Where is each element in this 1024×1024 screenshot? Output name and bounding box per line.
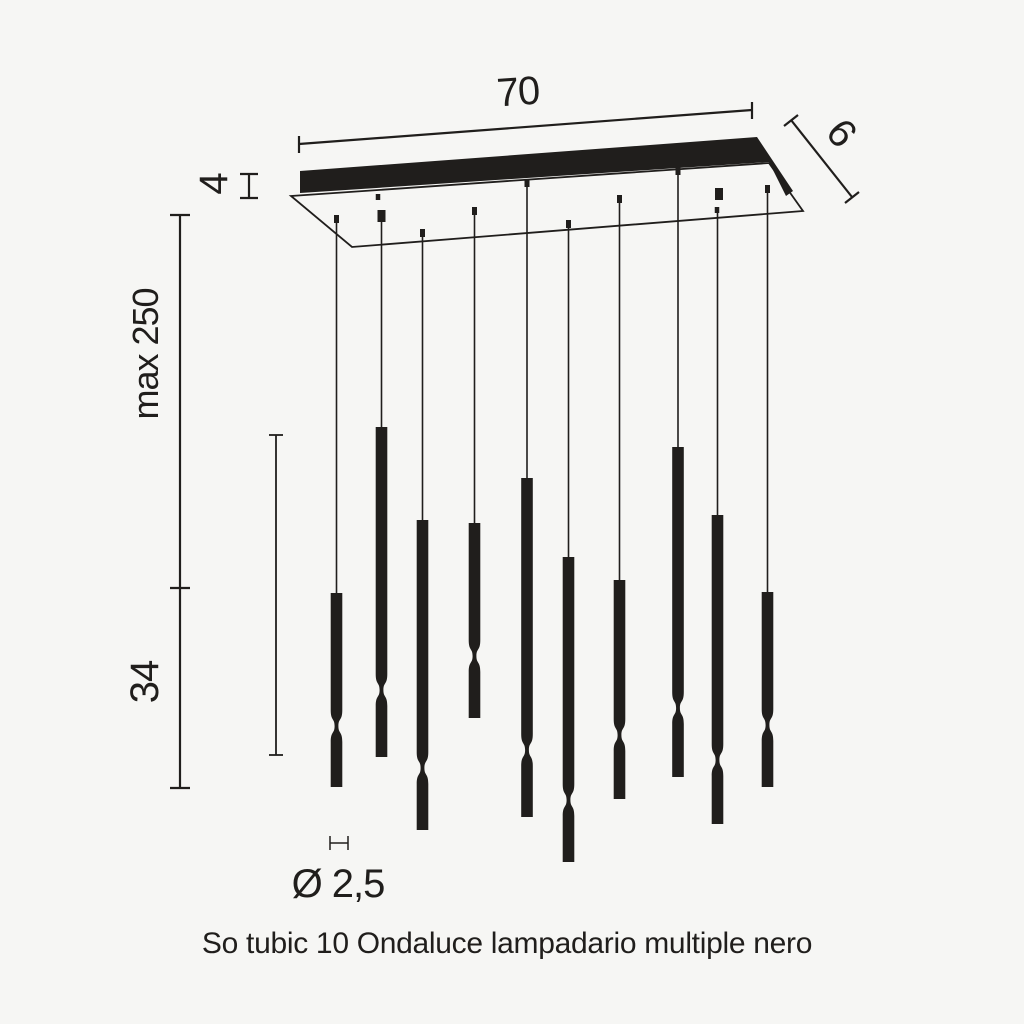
dim-width-70-segment	[298, 108, 753, 146]
cable-attachment-mark	[765, 185, 770, 193]
pendant-tube	[375, 427, 388, 757]
pendant-tube	[562, 557, 575, 862]
dim-label-tube-length-34: 34	[123, 660, 167, 704]
product-caption: So tubic 10 Ondaluce lampadario multiple…	[201, 927, 813, 960]
pendant-4	[468, 207, 481, 718]
pendant-8	[672, 167, 684, 777]
dim-depth-6	[783, 114, 860, 204]
pendant-tube	[761, 592, 774, 787]
pendant-tube	[613, 580, 626, 799]
dim-label-diameter-2-5: Ø 2,5	[291, 862, 386, 906]
cable-attachment-mark	[617, 195, 622, 203]
cable-attachment-mark	[472, 207, 477, 215]
cable-attachment-mark	[420, 229, 425, 237]
pendant-tube	[330, 593, 343, 787]
pendant-1	[330, 215, 343, 787]
cable-attachment-mark	[714, 207, 720, 213]
cable-attachment-mark	[334, 215, 339, 223]
dim-depth-6-segment	[790, 119, 853, 198]
pendant-tube	[521, 478, 533, 817]
cable-attachment-mark	[675, 167, 681, 175]
cable-attachment-mark	[524, 179, 530, 187]
pendant-2	[375, 194, 388, 757]
dim-thickness-4	[240, 172, 258, 200]
dim-depth-6-segment	[844, 191, 860, 204]
canopy-band	[300, 137, 793, 196]
cable-attachment-mark	[375, 194, 381, 200]
pendant-tube	[711, 515, 724, 824]
pendant-tube	[468, 523, 481, 718]
dim-label-thickness-4: 4	[192, 173, 236, 195]
pendant-5	[521, 179, 533, 817]
pendant-6	[562, 220, 575, 862]
pendant-9	[711, 188, 724, 824]
pendant-tube	[416, 520, 429, 830]
pendant-7	[613, 195, 626, 799]
pendant-tube	[672, 447, 684, 777]
canopy-bottom-face	[288, 162, 805, 248]
dim-width-70	[297, 102, 754, 153]
dim-max-drop-34	[170, 213, 190, 790]
dim-label-width-70: 70	[495, 68, 541, 116]
dim-diameter-ticks	[329, 836, 349, 850]
dim-depth-6-segment	[783, 114, 799, 127]
dim-tube-reference	[269, 434, 283, 756]
cable-attachment-mark	[715, 188, 723, 200]
pendant-3	[416, 229, 429, 830]
cable-attachment-mark	[566, 220, 571, 228]
cable-attachment-mark	[377, 210, 386, 222]
pendant-10	[761, 185, 774, 787]
dim-label-max-drop-250: max 250	[125, 288, 166, 420]
